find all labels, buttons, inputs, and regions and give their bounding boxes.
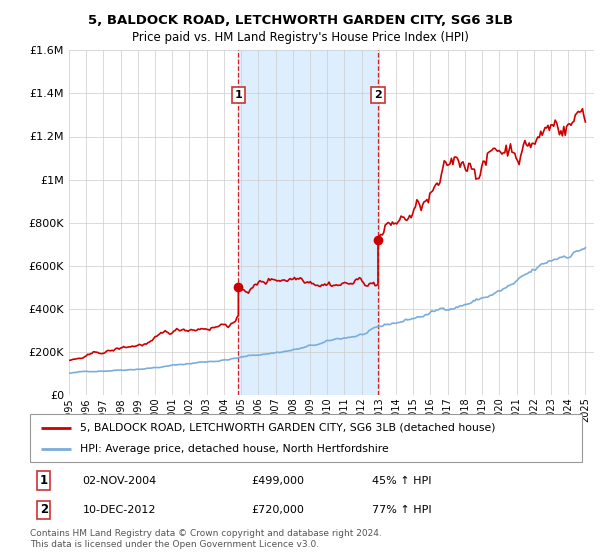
Text: 1: 1 [40,474,48,487]
Text: HPI: Average price, detached house, North Hertfordshire: HPI: Average price, detached house, Nort… [80,444,388,454]
Text: £499,000: £499,000 [251,475,304,486]
Text: Contains HM Land Registry data © Crown copyright and database right 2024.
This d: Contains HM Land Registry data © Crown c… [30,529,382,549]
Text: 02-NOV-2004: 02-NOV-2004 [82,475,157,486]
Text: 2: 2 [374,90,382,100]
Text: 77% ↑ HPI: 77% ↑ HPI [372,505,432,515]
Text: 5, BALDOCK ROAD, LETCHWORTH GARDEN CITY, SG6 3LB: 5, BALDOCK ROAD, LETCHWORTH GARDEN CITY,… [88,14,512,27]
Text: 1: 1 [235,90,242,100]
Text: 2: 2 [40,503,48,516]
Text: £720,000: £720,000 [251,505,304,515]
Text: 10-DEC-2012: 10-DEC-2012 [82,505,156,515]
Text: Price paid vs. HM Land Registry's House Price Index (HPI): Price paid vs. HM Land Registry's House … [131,31,469,44]
Text: 45% ↑ HPI: 45% ↑ HPI [372,475,432,486]
Bar [238,50,378,395]
Text: 5, BALDOCK ROAD, LETCHWORTH GARDEN CITY, SG6 3LB (detached house): 5, BALDOCK ROAD, LETCHWORTH GARDEN CITY,… [80,423,495,433]
